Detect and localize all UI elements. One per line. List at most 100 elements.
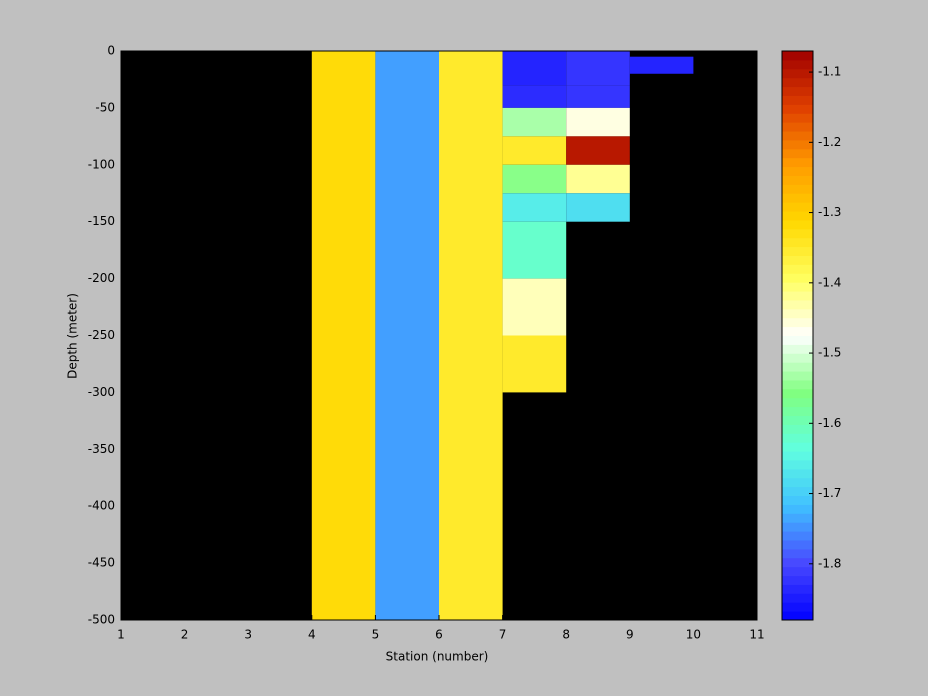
x-tick-label: 7: [499, 628, 507, 642]
colorbar-tick-label: -1.3: [818, 205, 841, 219]
colorbar-band: [782, 228, 813, 239]
heat-cell: [311, 51, 376, 620]
colorbar-band: [782, 219, 813, 230]
colorbar-band: [782, 477, 813, 488]
colorbar-band: [782, 362, 813, 372]
colorbar-band: [782, 264, 813, 274]
colorbar-band: [782, 68, 813, 79]
colorbar-band: [782, 95, 813, 105]
heat-cell: [439, 51, 503, 620]
x-tick-label: 10: [686, 628, 701, 642]
colorbar-band: [782, 602, 813, 612]
colorbar-band: [782, 548, 813, 559]
y-tick-label: -200: [88, 271, 115, 285]
colorbar-band: [782, 611, 813, 621]
colorbar-band: [782, 291, 813, 301]
colorbar-band: [782, 246, 813, 256]
y-tick-label: -400: [88, 499, 115, 513]
y-tick-label: -150: [88, 214, 115, 228]
heat-cell: [502, 85, 567, 108]
heat-cell: [566, 107, 630, 137]
heat-cell: [502, 51, 567, 86]
colorbar-band: [782, 255, 813, 265]
colorbar-band: [782, 424, 813, 434]
y-axis-label: Depth (meter): [66, 293, 80, 379]
x-tick-label: 1: [117, 628, 125, 642]
colorbar-band: [782, 513, 813, 523]
colorbar-frame: [781, 50, 814, 621]
colorbar-tick-label: -1.8: [818, 556, 841, 570]
colorbar-band: [782, 504, 813, 514]
colorbar-band: [782, 593, 813, 603]
heat-cell: [566, 164, 630, 194]
heat-cell: [502, 136, 567, 165]
colorbar-band: [782, 371, 813, 381]
colorbar-band: [782, 131, 813, 141]
colorbar-tick-label: -1.4: [818, 275, 841, 289]
colorbar-band: [782, 175, 813, 185]
heat-cell: [502, 278, 567, 336]
heat-cell: [502, 221, 567, 279]
colorbar-band: [782, 442, 813, 452]
x-tick-label: 2: [181, 628, 189, 642]
colorbar-band: [782, 468, 813, 479]
x-tick-label: 11: [749, 628, 764, 642]
colorbar-band: [782, 86, 813, 96]
colorbar-band: [782, 282, 813, 292]
colorbar-band: [782, 433, 813, 443]
colorbar-band: [782, 122, 813, 132]
colorbar-band: [782, 299, 813, 310]
colorbar-band: [782, 211, 813, 221]
colorbar-band: [782, 59, 813, 70]
x-tick-label: 8: [562, 628, 570, 642]
colorbar-band: [782, 522, 813, 532]
x-axis-label: Station (number): [386, 650, 489, 664]
y-tick-label: -250: [88, 328, 115, 342]
heat-cell: [502, 335, 567, 393]
colorbar-tick-label: -1.5: [818, 346, 841, 360]
colorbar-band: [782, 459, 813, 470]
colorbar-band: [782, 344, 813, 354]
colorbar-tick-label: -1.2: [818, 135, 841, 149]
colorbar-band: [782, 193, 813, 203]
colorbar-band: [782, 273, 813, 283]
colorbar-band: [782, 157, 813, 168]
colorbar-tick-label: -1.7: [818, 486, 841, 500]
colorbar-band: [782, 566, 813, 577]
colorbar-band: [782, 104, 813, 114]
heat-cell: [566, 136, 630, 165]
heat-cell: [502, 164, 567, 194]
heat-cell: [502, 193, 567, 222]
colorbar-band: [782, 397, 813, 408]
colorbar-band: [782, 575, 813, 585]
colorbar-band: [782, 77, 813, 88]
colorbar-tick-label: -1.6: [818, 416, 841, 430]
colorbar-tick-label: -1.1: [818, 65, 841, 79]
colorbar-band: [782, 308, 813, 319]
colorbar-band: [782, 202, 813, 212]
colorbar-band: [782, 584, 813, 594]
colorbar-band: [782, 139, 813, 150]
heat-cell: [502, 107, 567, 137]
colorbar-band: [782, 113, 813, 123]
colorbar-band: [782, 184, 813, 194]
y-tick-label: -450: [88, 556, 115, 570]
heat-cell: [375, 51, 439, 620]
colorbar-band: [782, 415, 813, 425]
colorbar-band: [782, 539, 813, 550]
colorbar-band: [782, 51, 813, 61]
colorbar-band: [782, 495, 813, 505]
x-tick-label: 4: [308, 628, 316, 642]
colorbar-band: [782, 557, 813, 568]
colorbar-band: [782, 166, 813, 176]
colorbar-band: [782, 531, 813, 541]
colorbar-band: [782, 148, 813, 159]
x-tick-label: 9: [626, 628, 634, 642]
x-tick-label: 3: [244, 628, 252, 642]
y-tick-label: 0: [107, 44, 115, 58]
x-tick-label: 5: [372, 628, 380, 642]
heat-cell: [566, 51, 630, 86]
colorbar-band: [782, 335, 813, 345]
